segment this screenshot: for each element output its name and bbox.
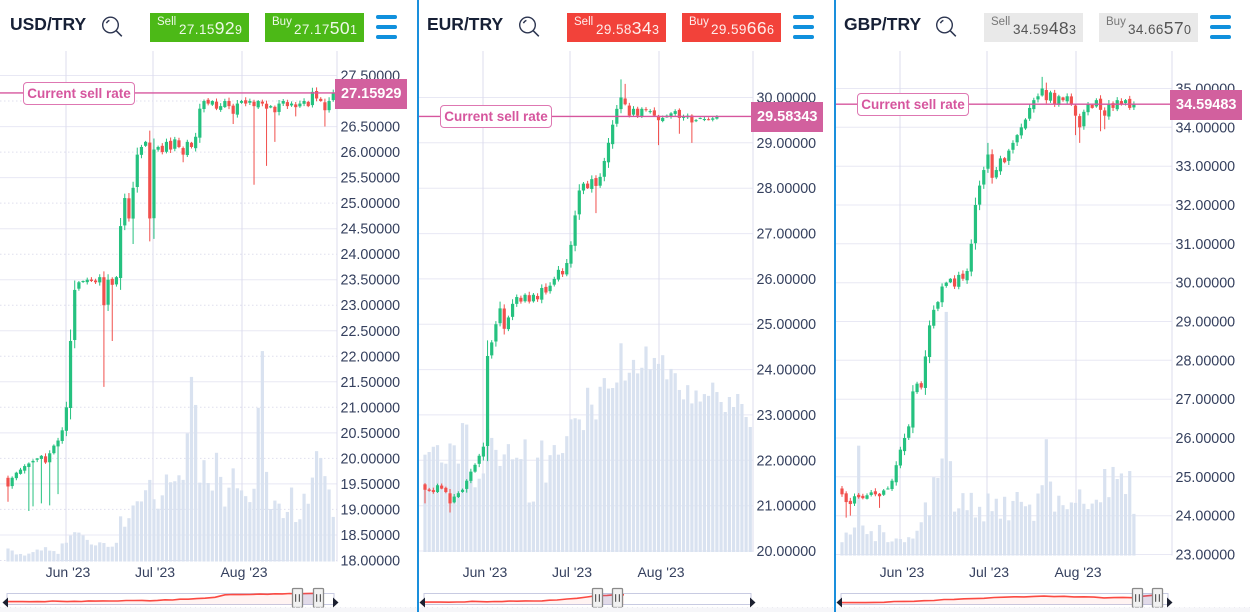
svg-text:28.00000: 28.00000 xyxy=(757,181,817,197)
svg-text:20.00000: 20.00000 xyxy=(341,451,401,467)
svg-text:24.00000: 24.00000 xyxy=(341,247,401,263)
svg-text:Jul '23: Jul '23 xyxy=(552,564,592,580)
svg-text:34.00000: 34.00000 xyxy=(1176,120,1236,136)
svg-text:24.00000: 24.00000 xyxy=(757,363,817,379)
svg-text:Jun '23: Jun '23 xyxy=(46,564,91,580)
svg-text:26.00000: 26.00000 xyxy=(1176,431,1236,447)
svg-text:Aug '23: Aug '23 xyxy=(637,564,684,580)
svg-text:31.00000: 31.00000 xyxy=(1176,237,1236,253)
svg-text:22.00000: 22.00000 xyxy=(341,349,401,365)
svg-text:24.00000: 24.00000 xyxy=(1176,509,1236,525)
svg-text:27.00000: 27.00000 xyxy=(1176,392,1236,408)
svg-text:23.00000: 23.00000 xyxy=(757,408,817,424)
svg-text:23.00000: 23.00000 xyxy=(1176,548,1236,564)
svg-text:24.50000: 24.50000 xyxy=(341,222,401,238)
svg-text:18.50000: 18.50000 xyxy=(341,528,401,544)
svg-text:19.50000: 19.50000 xyxy=(341,477,401,493)
svg-text:21.00000: 21.00000 xyxy=(341,400,401,416)
svg-text:22.50000: 22.50000 xyxy=(341,324,401,340)
svg-text:Jul '23: Jul '23 xyxy=(135,564,175,580)
svg-text:20.50000: 20.50000 xyxy=(341,426,401,442)
svg-text:28.00000: 28.00000 xyxy=(1176,353,1236,369)
svg-text:22.00000: 22.00000 xyxy=(757,453,817,469)
svg-text:32.00000: 32.00000 xyxy=(1176,198,1236,214)
svg-text:19.00000: 19.00000 xyxy=(341,502,401,518)
svg-text:Jun '23: Jun '23 xyxy=(880,564,925,580)
svg-text:33.00000: 33.00000 xyxy=(1176,159,1236,175)
svg-text:18.00000: 18.00000 xyxy=(341,554,401,570)
svg-text:26.00000: 26.00000 xyxy=(341,145,401,161)
svg-text:23.00000: 23.00000 xyxy=(341,298,401,314)
svg-text:29.00000: 29.00000 xyxy=(1176,315,1236,331)
svg-text:Aug '23: Aug '23 xyxy=(220,564,267,580)
svg-text:26.50000: 26.50000 xyxy=(341,120,401,136)
svg-text:Jul '23: Jul '23 xyxy=(969,564,1009,580)
svg-text:26.00000: 26.00000 xyxy=(757,272,817,288)
svg-text:25.00000: 25.00000 xyxy=(757,317,817,333)
svg-text:23.50000: 23.50000 xyxy=(341,273,401,289)
svg-text:25.50000: 25.50000 xyxy=(341,171,401,187)
svg-text:27.00000: 27.00000 xyxy=(757,227,817,243)
svg-text:Aug '23: Aug '23 xyxy=(1054,564,1101,580)
svg-text:25.00000: 25.00000 xyxy=(1176,470,1236,486)
svg-text:21.00000: 21.00000 xyxy=(757,499,817,515)
svg-text:30.00000: 30.00000 xyxy=(1176,276,1236,292)
svg-text:21.50000: 21.50000 xyxy=(341,375,401,391)
svg-text:29.00000: 29.00000 xyxy=(757,136,817,152)
svg-text:20.00000: 20.00000 xyxy=(757,544,817,560)
svg-text:Jun '23: Jun '23 xyxy=(463,564,508,580)
svg-text:25.00000: 25.00000 xyxy=(341,196,401,212)
